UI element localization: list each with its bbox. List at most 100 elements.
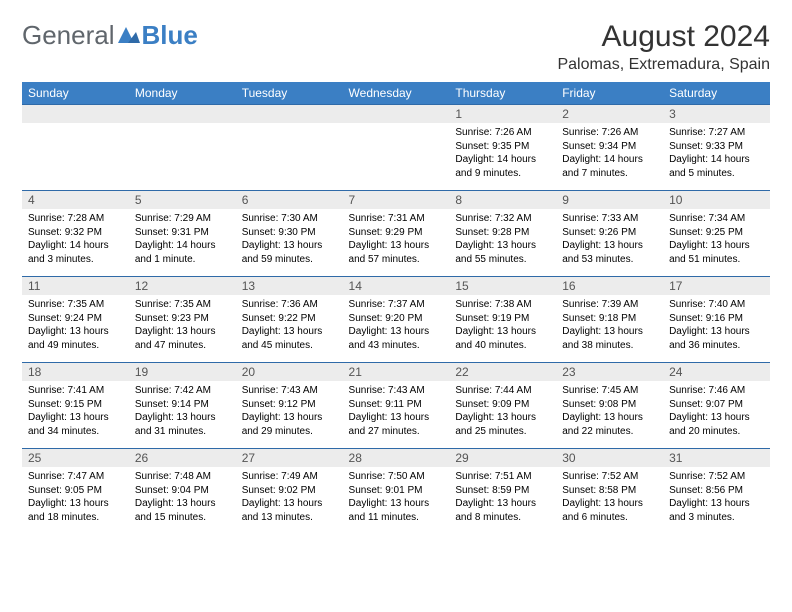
day-info: Sunrise: 7:47 AMSunset: 9:05 PMDaylight:… bbox=[22, 467, 129, 528]
day-info: Sunrise: 7:36 AMSunset: 9:22 PMDaylight:… bbox=[236, 295, 343, 356]
sunrise-text: Sunrise: 7:27 AM bbox=[669, 126, 764, 140]
sunrise-text: Sunrise: 7:44 AM bbox=[455, 384, 550, 398]
sunrise-text: Sunrise: 7:48 AM bbox=[135, 470, 230, 484]
calendar-day-cell: 4Sunrise: 7:28 AMSunset: 9:32 PMDaylight… bbox=[22, 191, 129, 277]
day-info: Sunrise: 7:32 AMSunset: 9:28 PMDaylight:… bbox=[449, 209, 556, 270]
calendar-day-cell: 16Sunrise: 7:39 AMSunset: 9:18 PMDayligh… bbox=[556, 277, 663, 363]
day-info: Sunrise: 7:49 AMSunset: 9:02 PMDaylight:… bbox=[236, 467, 343, 528]
day-number: 31 bbox=[663, 449, 770, 467]
calendar-day-cell: 19Sunrise: 7:42 AMSunset: 9:14 PMDayligh… bbox=[129, 363, 236, 449]
sunset-text: Sunset: 9:32 PM bbox=[28, 226, 123, 240]
calendar-day-cell: 14Sunrise: 7:37 AMSunset: 9:20 PMDayligh… bbox=[343, 277, 450, 363]
weekday-header: Sunday bbox=[22, 82, 129, 105]
sunrise-text: Sunrise: 7:37 AM bbox=[349, 298, 444, 312]
daylight-text: Daylight: 13 hours and 59 minutes. bbox=[242, 239, 337, 266]
day-number: 24 bbox=[663, 363, 770, 381]
daylight-text: Daylight: 13 hours and 38 minutes. bbox=[562, 325, 657, 352]
day-number: 6 bbox=[236, 191, 343, 209]
day-info: Sunrise: 7:31 AMSunset: 9:29 PMDaylight:… bbox=[343, 209, 450, 270]
month-title: August 2024 bbox=[557, 20, 770, 54]
day-number: 8 bbox=[449, 191, 556, 209]
calendar-day-cell: 8Sunrise: 7:32 AMSunset: 9:28 PMDaylight… bbox=[449, 191, 556, 277]
calendar-week-row: 25Sunrise: 7:47 AMSunset: 9:05 PMDayligh… bbox=[22, 449, 770, 535]
day-number: 1 bbox=[449, 105, 556, 123]
day-number: 16 bbox=[556, 277, 663, 295]
calendar-day-cell: 7Sunrise: 7:31 AMSunset: 9:29 PMDaylight… bbox=[343, 191, 450, 277]
sunrise-text: Sunrise: 7:42 AM bbox=[135, 384, 230, 398]
day-number: 19 bbox=[129, 363, 236, 381]
day-number: 5 bbox=[129, 191, 236, 209]
sunrise-text: Sunrise: 7:33 AM bbox=[562, 212, 657, 226]
sunrise-text: Sunrise: 7:52 AM bbox=[562, 470, 657, 484]
daylight-text: Daylight: 14 hours and 3 minutes. bbox=[28, 239, 123, 266]
calendar-body: 1Sunrise: 7:26 AMSunset: 9:35 PMDaylight… bbox=[22, 105, 770, 535]
day-info: Sunrise: 7:50 AMSunset: 9:01 PMDaylight:… bbox=[343, 467, 450, 528]
sunset-text: Sunset: 9:01 PM bbox=[349, 484, 444, 498]
day-info: Sunrise: 7:40 AMSunset: 9:16 PMDaylight:… bbox=[663, 295, 770, 356]
sunrise-text: Sunrise: 7:38 AM bbox=[455, 298, 550, 312]
day-number: 26 bbox=[129, 449, 236, 467]
daylight-text: Daylight: 13 hours and 53 minutes. bbox=[562, 239, 657, 266]
calendar-week-row: 4Sunrise: 7:28 AMSunset: 9:32 PMDaylight… bbox=[22, 191, 770, 277]
daylight-text: Daylight: 13 hours and 45 minutes. bbox=[242, 325, 337, 352]
day-number: 15 bbox=[449, 277, 556, 295]
sunset-text: Sunset: 9:33 PM bbox=[669, 140, 764, 154]
calendar-day-cell: 27Sunrise: 7:49 AMSunset: 9:02 PMDayligh… bbox=[236, 449, 343, 535]
day-info: Sunrise: 7:35 AMSunset: 9:23 PMDaylight:… bbox=[129, 295, 236, 356]
day-number: 3 bbox=[663, 105, 770, 123]
calendar-day-cell: 31Sunrise: 7:52 AMSunset: 8:56 PMDayligh… bbox=[663, 449, 770, 535]
day-number: 17 bbox=[663, 277, 770, 295]
calendar-week-row: 11Sunrise: 7:35 AMSunset: 9:24 PMDayligh… bbox=[22, 277, 770, 363]
calendar-empty-cell bbox=[129, 105, 236, 191]
day-number: 29 bbox=[449, 449, 556, 467]
calendar-day-cell: 28Sunrise: 7:50 AMSunset: 9:01 PMDayligh… bbox=[343, 449, 450, 535]
calendar-empty-cell bbox=[343, 105, 450, 191]
sunrise-text: Sunrise: 7:45 AM bbox=[562, 384, 657, 398]
calendar-day-cell: 21Sunrise: 7:43 AMSunset: 9:11 PMDayligh… bbox=[343, 363, 450, 449]
daylight-text: Daylight: 14 hours and 9 minutes. bbox=[455, 153, 550, 180]
sunrise-text: Sunrise: 7:52 AM bbox=[669, 470, 764, 484]
sunrise-text: Sunrise: 7:26 AM bbox=[562, 126, 657, 140]
daylight-text: Daylight: 13 hours and 22 minutes. bbox=[562, 411, 657, 438]
day-number: 20 bbox=[236, 363, 343, 381]
day-info: Sunrise: 7:28 AMSunset: 9:32 PMDaylight:… bbox=[22, 209, 129, 270]
daylight-text: Daylight: 13 hours and 20 minutes. bbox=[669, 411, 764, 438]
daylight-text: Daylight: 13 hours and 29 minutes. bbox=[242, 411, 337, 438]
sunset-text: Sunset: 9:19 PM bbox=[455, 312, 550, 326]
day-info: Sunrise: 7:46 AMSunset: 9:07 PMDaylight:… bbox=[663, 381, 770, 442]
day-info: Sunrise: 7:39 AMSunset: 9:18 PMDaylight:… bbox=[556, 295, 663, 356]
daylight-text: Daylight: 13 hours and 13 minutes. bbox=[242, 497, 337, 524]
sunrise-text: Sunrise: 7:40 AM bbox=[669, 298, 764, 312]
calendar-day-cell: 18Sunrise: 7:41 AMSunset: 9:15 PMDayligh… bbox=[22, 363, 129, 449]
sunset-text: Sunset: 9:30 PM bbox=[242, 226, 337, 240]
sunrise-text: Sunrise: 7:31 AM bbox=[349, 212, 444, 226]
sunrise-text: Sunrise: 7:49 AM bbox=[242, 470, 337, 484]
calendar-day-cell: 2Sunrise: 7:26 AMSunset: 9:34 PMDaylight… bbox=[556, 105, 663, 191]
day-number: 21 bbox=[343, 363, 450, 381]
sail-icon bbox=[118, 26, 140, 44]
day-info: Sunrise: 7:27 AMSunset: 9:33 PMDaylight:… bbox=[663, 123, 770, 184]
daylight-text: Daylight: 13 hours and 43 minutes. bbox=[349, 325, 444, 352]
sunrise-text: Sunrise: 7:43 AM bbox=[242, 384, 337, 398]
calendar-day-cell: 10Sunrise: 7:34 AMSunset: 9:25 PMDayligh… bbox=[663, 191, 770, 277]
calendar-empty-cell bbox=[236, 105, 343, 191]
sunrise-text: Sunrise: 7:28 AM bbox=[28, 212, 123, 226]
calendar-day-cell: 17Sunrise: 7:40 AMSunset: 9:16 PMDayligh… bbox=[663, 277, 770, 363]
sunset-text: Sunset: 9:29 PM bbox=[349, 226, 444, 240]
daylight-text: Daylight: 13 hours and 57 minutes. bbox=[349, 239, 444, 266]
daylight-text: Daylight: 14 hours and 1 minute. bbox=[135, 239, 230, 266]
day-info: Sunrise: 7:43 AMSunset: 9:12 PMDaylight:… bbox=[236, 381, 343, 442]
weekday-header: Thursday bbox=[449, 82, 556, 105]
day-number: 4 bbox=[22, 191, 129, 209]
sunset-text: Sunset: 9:31 PM bbox=[135, 226, 230, 240]
calendar-day-cell: 9Sunrise: 7:33 AMSunset: 9:26 PMDaylight… bbox=[556, 191, 663, 277]
brand-logo: General Blue bbox=[22, 20, 198, 51]
day-number: 14 bbox=[343, 277, 450, 295]
sunset-text: Sunset: 9:26 PM bbox=[562, 226, 657, 240]
daylight-text: Daylight: 13 hours and 3 minutes. bbox=[669, 497, 764, 524]
daylight-text: Daylight: 13 hours and 34 minutes. bbox=[28, 411, 123, 438]
sunrise-text: Sunrise: 7:29 AM bbox=[135, 212, 230, 226]
day-info: Sunrise: 7:33 AMSunset: 9:26 PMDaylight:… bbox=[556, 209, 663, 270]
sunset-text: Sunset: 9:14 PM bbox=[135, 398, 230, 412]
day-info: Sunrise: 7:52 AMSunset: 8:58 PMDaylight:… bbox=[556, 467, 663, 528]
